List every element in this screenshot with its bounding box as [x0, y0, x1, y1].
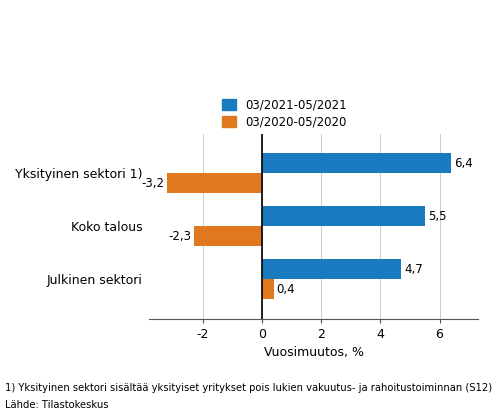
- Text: -2,3: -2,3: [168, 230, 191, 243]
- Text: 5,5: 5,5: [428, 210, 446, 223]
- Text: -3,2: -3,2: [141, 177, 164, 190]
- Text: Lähde: Tilastokeskus: Lähde: Tilastokeskus: [5, 400, 108, 410]
- Bar: [262, 206, 425, 226]
- Legend: 03/2021-05/2021, 03/2020-05/2020: 03/2021-05/2021, 03/2020-05/2020: [222, 99, 347, 129]
- X-axis label: Vuosimuutos, %: Vuosimuutos, %: [264, 347, 364, 359]
- Text: 4,7: 4,7: [404, 262, 423, 275]
- Text: 1) Yksityinen sektori sisältää yksityiset yritykset pois lukien vakuutus- ja rah: 1) Yksityinen sektori sisältää yksityise…: [5, 383, 492, 393]
- Bar: [262, 279, 274, 299]
- Bar: [262, 259, 401, 279]
- Text: 6,4: 6,4: [455, 157, 473, 170]
- Bar: [194, 226, 262, 246]
- Bar: [262, 153, 452, 173]
- Bar: [167, 173, 262, 193]
- Text: 0,4: 0,4: [277, 283, 295, 296]
